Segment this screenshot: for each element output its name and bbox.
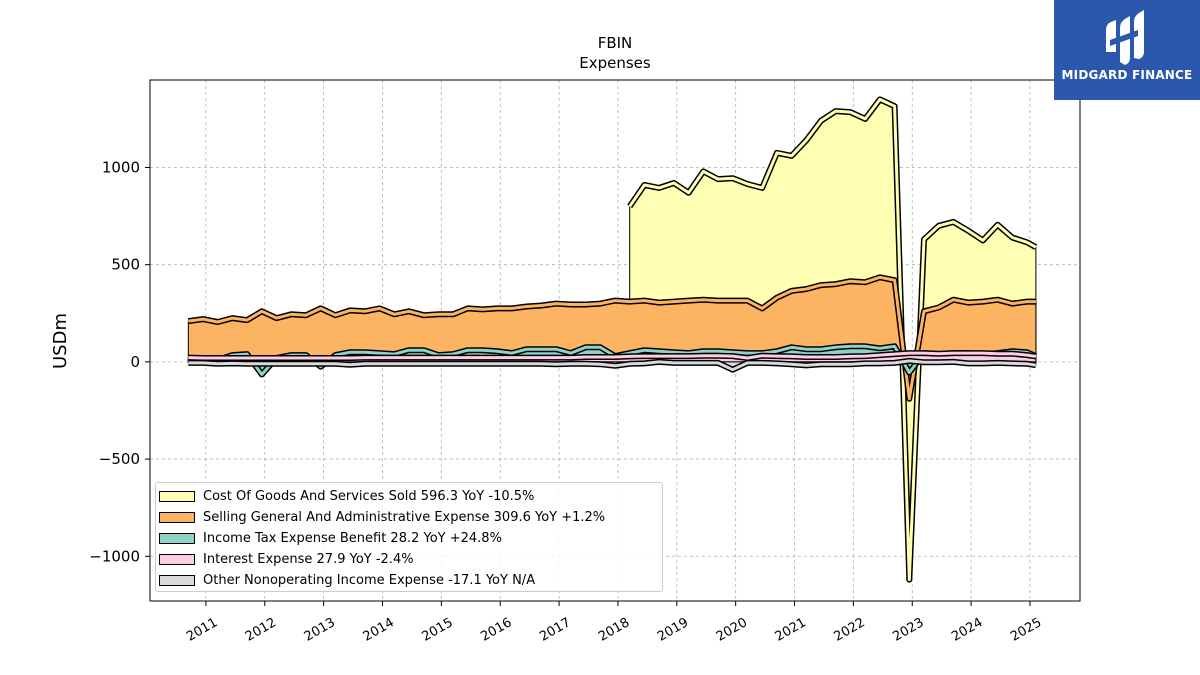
x-tick-label-2012: 2012 bbox=[243, 615, 279, 645]
brand-name: MIDGARD FINANCE bbox=[1061, 68, 1193, 82]
x-tick-label-2022: 2022 bbox=[832, 615, 868, 645]
plot-frame bbox=[149, 79, 1081, 602]
legend-item-sga: Selling General And Administrative Expen… bbox=[159, 507, 605, 527]
legend-label-income-tax: Income Tax Expense Benefit 28.2 YoY +24.… bbox=[203, 530, 502, 546]
series-line-cogs bbox=[628, 97, 1037, 582]
x-tick-label-2015: 2015 bbox=[420, 615, 456, 645]
legend-swatch-other-nonoperating bbox=[159, 574, 195, 586]
y-tick-label-500: 500 bbox=[111, 256, 140, 274]
legend-item-income-tax: Income Tax Expense Benefit 28.2 YoY +24.… bbox=[159, 528, 502, 548]
series-line-sga bbox=[188, 275, 1036, 401]
legend-label-sga: Selling General And Administrative Expen… bbox=[203, 509, 606, 525]
legend-label-cogs: Cost Of Goods And Services Sold 596.3 Yo… bbox=[203, 488, 535, 504]
x-tick-label-2025: 2025 bbox=[1008, 615, 1044, 645]
legend-swatch-sga bbox=[159, 511, 195, 523]
x-tick-label-2014: 2014 bbox=[361, 615, 397, 645]
x-tick-label-2019: 2019 bbox=[655, 615, 691, 645]
series-line-other-nonoperating bbox=[188, 359, 1037, 372]
x-tick-label-2023: 2023 bbox=[890, 615, 926, 645]
x-tick-label-2016: 2016 bbox=[478, 615, 514, 645]
x-tick-label-2013: 2013 bbox=[302, 615, 338, 645]
legend-swatch-income-tax bbox=[159, 532, 195, 544]
chart-title: FBIN bbox=[598, 34, 633, 52]
x-tick-label-2021: 2021 bbox=[773, 615, 809, 645]
x-tick-label-2018: 2018 bbox=[596, 615, 632, 645]
y-tick-label-1000: 1000 bbox=[102, 158, 140, 176]
x-tick-label-2017: 2017 bbox=[537, 615, 573, 645]
series-line-interest bbox=[188, 351, 1037, 360]
legend-item-interest: Interest Expense 27.9 YoY -2.4% bbox=[159, 549, 414, 569]
legend-swatch-cogs bbox=[159, 490, 195, 502]
chart-legend: Cost Of Goods And Services Sold 596.3 Yo… bbox=[155, 482, 663, 592]
midgard-finance-logo: MIDGARD FINANCE bbox=[1054, 0, 1200, 100]
x-tick-label-2020: 2020 bbox=[714, 615, 750, 645]
legend-item-cogs: Cost Of Goods And Services Sold 596.3 Yo… bbox=[159, 486, 534, 506]
legend-item-other-nonoperating: Other Nonoperating Income Expense -17.1 … bbox=[159, 570, 535, 590]
legend-label-interest: Interest Expense 27.9 YoY -2.4% bbox=[203, 551, 414, 567]
y-tick-label--1000: −1000 bbox=[89, 547, 140, 565]
midgard-m-icon bbox=[1106, 10, 1144, 65]
x-tick-label-2024: 2024 bbox=[949, 615, 985, 645]
legend-label-other-nonoperating: Other Nonoperating Income Expense -17.1 … bbox=[203, 572, 536, 588]
y-tick-label-0: 0 bbox=[130, 353, 140, 371]
x-tick-label-2011: 2011 bbox=[184, 615, 220, 645]
y-axis-label: USDm bbox=[50, 313, 71, 369]
legend-swatch-interest bbox=[159, 553, 195, 565]
chart-subtitle: Expenses bbox=[579, 54, 651, 72]
y-tick-label--500: −500 bbox=[99, 450, 140, 468]
